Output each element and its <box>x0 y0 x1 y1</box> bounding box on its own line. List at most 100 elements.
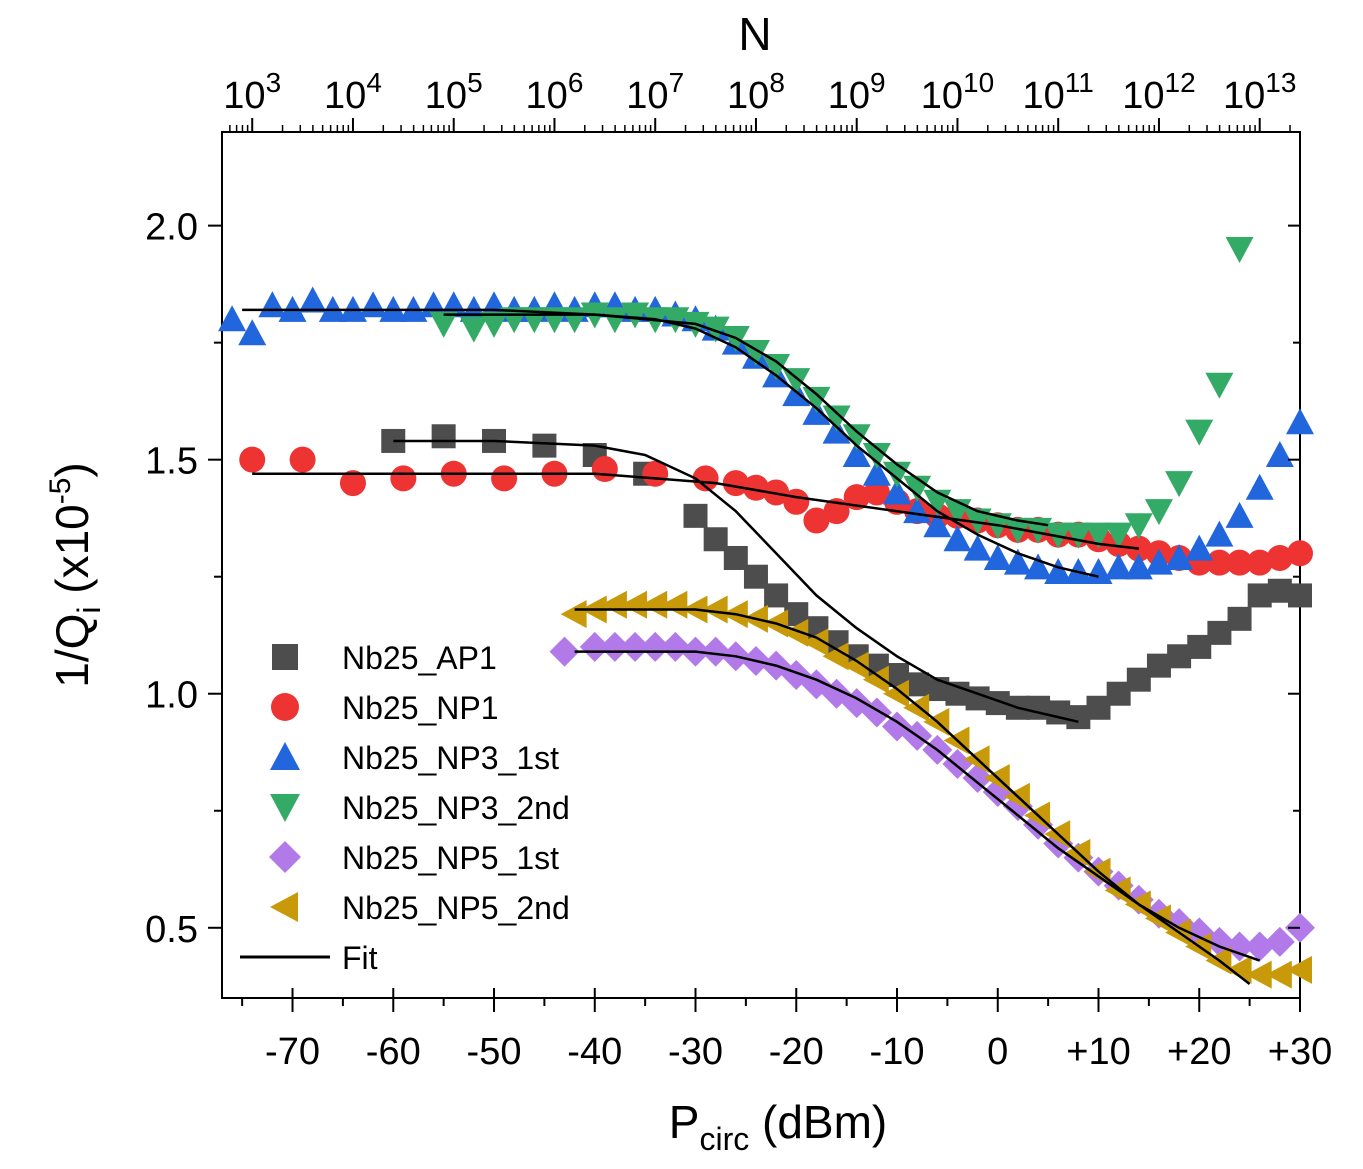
data-point <box>700 636 731 667</box>
x-tick-label: +30 <box>1268 1031 1332 1073</box>
data-point <box>1165 543 1194 570</box>
y-axis-title: 1/Qi (x10-5) <box>44 462 107 688</box>
data-point <box>1003 548 1032 575</box>
legend-label: Fit <box>342 940 378 976</box>
data-point <box>842 651 869 680</box>
data-point <box>1205 520 1234 547</box>
series-Nb25_NP3_2nd <box>429 237 1254 549</box>
legend-label: Nb25_NP1 <box>342 690 499 726</box>
data-point <box>390 465 417 492</box>
data-point <box>1245 960 1272 989</box>
x-tick-label: 0 <box>987 1031 1008 1073</box>
data-point <box>822 642 849 671</box>
data-point <box>1086 695 1111 720</box>
data-point <box>621 590 648 619</box>
data-point <box>1106 681 1131 706</box>
data-point <box>1224 931 1255 962</box>
data-point <box>1227 606 1252 631</box>
data-point <box>1264 926 1295 957</box>
data-point <box>218 305 247 332</box>
data-point <box>431 424 456 449</box>
data-point <box>883 679 910 708</box>
data-point <box>491 465 518 492</box>
data-point <box>883 478 912 505</box>
data-point <box>764 583 789 608</box>
top-tick-label: 105 <box>425 67 483 117</box>
data-point <box>532 433 557 458</box>
data-point <box>923 511 952 538</box>
data-point <box>903 693 930 722</box>
data-point <box>925 677 950 702</box>
data-point <box>963 534 992 561</box>
data-point <box>661 307 690 334</box>
data-point <box>862 459 891 486</box>
data-point <box>1247 583 1272 608</box>
legend-label: Nb25_NP3_2nd <box>342 790 570 826</box>
data-point <box>640 631 671 662</box>
data-point <box>1267 578 1292 603</box>
fit-line <box>252 472 1139 550</box>
data-point <box>1125 535 1152 562</box>
data-point <box>802 628 829 657</box>
data-point <box>701 595 728 624</box>
data-point <box>560 600 587 629</box>
data-point <box>1286 955 1312 984</box>
data-point <box>1044 558 1073 585</box>
data-point <box>783 488 810 515</box>
data-point <box>1146 653 1171 678</box>
data-point <box>591 456 618 483</box>
data-point <box>802 386 831 413</box>
legend-marker <box>270 794 300 822</box>
data-point <box>298 286 327 313</box>
data-point <box>1187 634 1212 659</box>
data-point <box>703 527 728 552</box>
data-point <box>743 564 768 589</box>
data-point <box>1026 695 1051 720</box>
top-tick-label: 103 <box>223 67 281 117</box>
data-point <box>1124 553 1153 580</box>
data-point <box>1225 501 1254 528</box>
data-point <box>692 465 719 492</box>
top-tick-label: 107 <box>626 67 684 117</box>
data-point <box>1104 553 1133 580</box>
data-point <box>239 446 266 473</box>
data-point <box>549 636 580 667</box>
data-point <box>1265 960 1292 989</box>
data-point <box>1206 549 1233 576</box>
x-tick-label: -10 <box>870 1031 925 1073</box>
x-tick-label: +10 <box>1066 1031 1130 1073</box>
data-point <box>660 631 691 662</box>
data-point <box>1144 499 1173 526</box>
data-point <box>480 311 509 338</box>
data-point <box>1288 583 1312 608</box>
data-point <box>1185 419 1214 446</box>
top-tick-label: 104 <box>324 67 382 117</box>
data-point <box>1245 473 1274 500</box>
top-tick-label: 1011 <box>1023 67 1094 117</box>
data-point <box>1286 408 1314 435</box>
data-point <box>1244 931 1275 962</box>
fit-line <box>242 308 1099 578</box>
x-tick-label: -70 <box>265 1031 320 1073</box>
top-tick-label: 106 <box>526 67 584 117</box>
data-point <box>579 631 610 662</box>
y-tick-label: 0.5 <box>145 909 198 951</box>
data-point <box>1165 471 1194 498</box>
data-point <box>862 665 889 694</box>
data-point <box>1265 440 1294 467</box>
data-point <box>701 316 730 343</box>
data-point <box>903 497 932 524</box>
data-point <box>1287 540 1313 567</box>
data-point <box>1225 955 1252 984</box>
data-point <box>620 631 651 662</box>
data-point <box>1066 705 1091 730</box>
data-point <box>339 470 366 497</box>
data-point <box>683 503 708 528</box>
y-tick-label: 2.0 <box>145 207 198 249</box>
top-tick-label: 1013 <box>1223 67 1296 117</box>
data-point <box>1046 700 1071 725</box>
data-point <box>1167 644 1192 669</box>
fit-line <box>574 608 1251 985</box>
x-tick-label: -30 <box>668 1031 723 1073</box>
top-tick-label: 1012 <box>1122 67 1195 117</box>
